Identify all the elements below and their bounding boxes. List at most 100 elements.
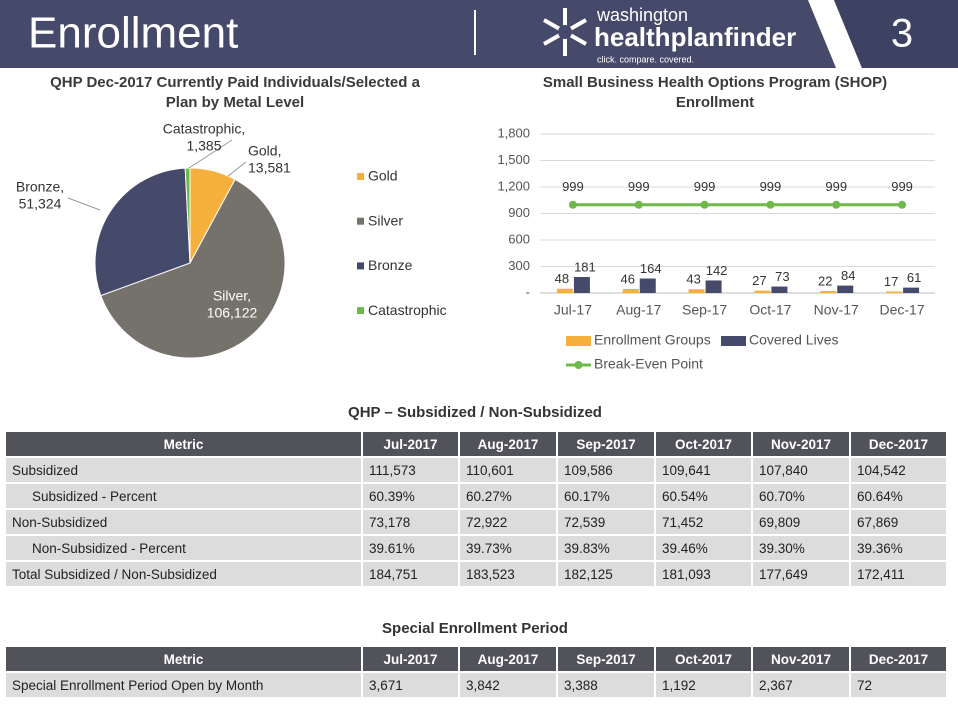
- table-cell: 67,869: [849, 508, 948, 536]
- header-cell: Sep-2017: [556, 645, 656, 673]
- table-cell: 172,411: [849, 560, 948, 588]
- table-cell: 2,367: [751, 671, 851, 699]
- table-row: Non-Subsidized - Percent 39.61% 39.73% 39.8…: [4, 534, 948, 562]
- table-cell: 60.70%: [751, 482, 851, 510]
- header-cell: Metric: [4, 645, 363, 673]
- table-cell: 177,649: [751, 560, 851, 588]
- table-cell: 60.17%: [556, 482, 656, 510]
- bar-value-label: 46: [621, 271, 635, 286]
- table-cell: 60.39%: [361, 482, 460, 510]
- header-cell: Sep-2017: [556, 430, 656, 458]
- table-row: Total Subsidized / Non-Subsidized 184,751…: [4, 560, 948, 588]
- table-cell: 184,751: [361, 560, 460, 588]
- table-cell: 73,178: [361, 508, 460, 536]
- header-stripe: [808, 0, 862, 68]
- bar-value-label: 142: [706, 263, 728, 278]
- header-cell: Jul-2017: [361, 430, 460, 458]
- legend-label: Silver: [368, 212, 403, 228]
- y-tick-label: 1,500: [497, 152, 530, 167]
- header-row: Metric Jul-2017 Aug-2017 Sep-2017 Oct-2017 No…: [4, 430, 948, 458]
- header-cell: Dec-2017: [849, 645, 948, 673]
- leader-line: [188, 139, 233, 169]
- line-point: [700, 200, 709, 209]
- legend-label: Bronze: [368, 257, 413, 273]
- slice-value: 13,581: [248, 160, 291, 176]
- table-row: Special Enrollment Period Open by Month 3…: [4, 671, 948, 699]
- table-cell: 39.36%: [849, 534, 948, 562]
- slice-label: Silver,: [213, 288, 251, 304]
- bar: [622, 288, 639, 293]
- leader-line: [227, 161, 247, 177]
- table-cell: 39.30%: [751, 534, 851, 562]
- bar-value-label: 84: [841, 268, 855, 283]
- bar: [688, 289, 705, 293]
- slice-label: Gold,: [248, 143, 281, 159]
- line-point: [898, 200, 907, 209]
- legend-label: Gold: [368, 168, 398, 184]
- table-cell: 39.73%: [458, 534, 558, 562]
- table-cell: Total Subsidized / Non-Subsidized: [4, 560, 363, 588]
- slice-value: 1,385: [186, 138, 221, 154]
- bar-value-label: 61: [907, 270, 921, 285]
- bar: [754, 290, 771, 293]
- line-point: [832, 200, 841, 209]
- line-point: [634, 200, 643, 209]
- line-point: [766, 200, 775, 209]
- bar-value-label: 17: [884, 274, 898, 289]
- table-cell: Subsidized - Percent: [4, 482, 363, 510]
- table-cell: 3,842: [458, 671, 558, 699]
- x-tick-label: Nov-17: [814, 302, 859, 318]
- table-cell: 69,809: [751, 508, 851, 536]
- logo-top: washington: [596, 5, 688, 25]
- slice-label: Catastrophic,: [163, 121, 245, 137]
- legend-swatch: [357, 307, 364, 315]
- legend-swatch: [566, 336, 591, 346]
- legend-swatch: [357, 262, 364, 270]
- legend-label: Enrollment Groups: [594, 332, 711, 348]
- bar: [573, 277, 590, 293]
- table-cell: Non-Subsidized: [4, 508, 363, 536]
- x-tick-label: Oct-17: [749, 302, 791, 318]
- bar: [903, 287, 920, 293]
- table-cell: 1,192: [654, 671, 753, 699]
- legend-label: Break-Even Point: [594, 356, 703, 372]
- bar: [820, 291, 837, 293]
- table-cell: 71,452: [654, 508, 753, 536]
- page-number: 3: [891, 12, 913, 56]
- pie-slice: [94, 167, 191, 297]
- table-cell: 107,840: [751, 456, 851, 484]
- table-cell: 109,641: [654, 456, 753, 484]
- y-tick-label: 900: [508, 205, 530, 220]
- y-tick-label: 1,200: [497, 178, 530, 193]
- y-tick-label: 300: [508, 258, 530, 273]
- header-title: Enrollment: [28, 9, 238, 58]
- table-cell: 39.83%: [556, 534, 656, 562]
- pie-slice: [184, 167, 191, 264]
- table-cell: 39.61%: [361, 534, 460, 562]
- table-cell: 104,542: [849, 456, 948, 484]
- header-cell: Aug-2017: [458, 645, 558, 673]
- table-cell: 3,671: [361, 671, 460, 699]
- chart-title: Small Business Health Options Program (S…: [543, 74, 887, 111]
- leader-line: [67, 197, 101, 211]
- table-cell: 182,125: [556, 560, 656, 588]
- table-cell: 181,093: [654, 560, 753, 588]
- bar: [705, 280, 722, 293]
- line-value-label: 999: [562, 179, 584, 194]
- line-value-label: 999: [694, 179, 716, 194]
- x-tick-label: Jul-17: [554, 302, 592, 318]
- header-cell: Nov-2017: [751, 430, 851, 458]
- header-cell: Jul-2017: [361, 645, 460, 673]
- logo-center: [558, 25, 572, 39]
- logo-tagline: click. compare. covered.: [597, 54, 694, 64]
- table-cell: 72,539: [556, 508, 656, 536]
- header-cell: Oct-2017: [654, 430, 753, 458]
- table-title: QHP – Subsidized / Non-Subsidized: [348, 404, 602, 421]
- bar: [639, 278, 656, 293]
- bar-value-label: 164: [640, 261, 662, 276]
- header-row: Metric Jul-2017 Aug-2017 Sep-2017 Oct-2017 No…: [4, 645, 948, 673]
- table-cell: 111,573: [361, 456, 460, 484]
- pie-slice: [100, 178, 286, 359]
- table-row: Subsidized 111,573 110,601 109,586 109,641 10…: [4, 456, 948, 484]
